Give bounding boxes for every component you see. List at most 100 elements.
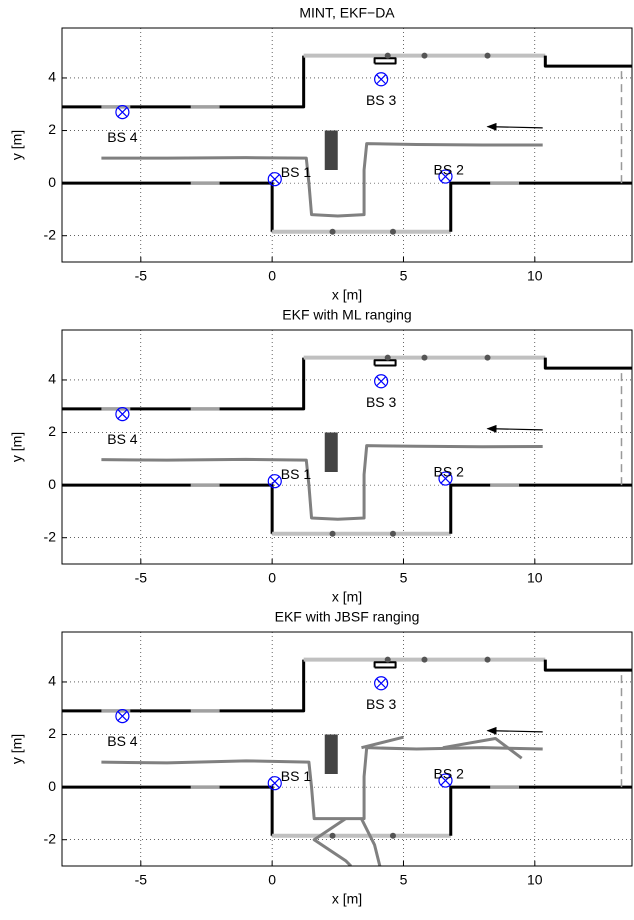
wall [543,659,632,672]
base-station-marker [374,72,389,87]
trajectory [442,736,523,760]
trajectory [360,818,382,866]
plot-area: BS 1 BS 2 BS 3 BS 4 [62,52,632,235]
y-axis-label: y [m] [9,130,25,160]
base-station-marker [374,374,389,389]
plot-area: BS 1 BS 2 BS 3 BS 4 [62,656,632,866]
wall [62,785,274,836]
x-axis-label: x [m] [332,891,362,907]
landmark [329,832,336,839]
y-tick-label: 4 [48,371,56,387]
base-station-label: BS 3 [366,92,397,108]
y-axis-label: y [m] [9,734,25,764]
y-axis-label: y [m] [9,432,25,462]
base-station: BS 4 [107,709,138,749]
base-station-cross [117,107,128,118]
base-station-marker [115,709,130,724]
wall [449,785,632,836]
wall [543,357,632,370]
base-station: BS 4 [107,105,138,145]
base-station-cross [269,778,280,789]
wall [449,483,632,534]
subplot: EKF with JBSF ranging x [m] y [m] -5 0 5 10 -2 0… [9,609,633,907]
base-station: BS 2 [434,765,465,788]
x-tick-label: -5 [135,872,148,888]
wall [543,55,632,68]
x-axis-label: x [m] [332,589,362,605]
trajectory [101,746,543,821]
x-tick-label: 5 [400,570,408,586]
base-station-label: BS 1 [281,768,312,784]
y-tick-label: 0 [48,174,56,190]
wall [62,659,306,713]
y-tick-label: -2 [44,830,57,846]
wall [62,181,274,232]
base-station: BS 4 [107,407,138,447]
landmark [421,656,428,663]
landmark [421,354,428,361]
landmark [484,354,491,361]
x-tick-label: 5 [400,268,408,284]
base-station-cross [117,711,128,722]
x-tick-label: 10 [527,268,543,284]
landmark [329,228,336,235]
y-tick-label: 0 [48,778,56,794]
base-station-marker [438,471,453,486]
x-tick-label: 0 [268,268,276,284]
landmark [389,228,396,235]
base-station-label: BS 1 [281,164,312,180]
base-station-marker [374,676,389,691]
x-tick-label: 5 [400,872,408,888]
y-tick-label: -2 [44,528,57,544]
y-tick-label: 2 [48,423,56,439]
base-station-marker [267,474,282,489]
wall [62,483,274,534]
base-station: BS 1 [267,466,312,489]
base-station-cross [376,678,387,689]
landmark [384,354,391,361]
wall [62,357,306,411]
base-station-label: BS 4 [107,129,138,145]
x-tick-label: -5 [135,268,148,284]
base-station: BS 2 [434,161,465,184]
y-tick-label: 2 [48,121,56,137]
y-tick-label: 4 [48,673,56,689]
base-station: BS 3 [366,676,397,712]
base-station-cross [269,476,280,487]
base-station-label: BS 3 [366,394,397,410]
arrow [486,122,543,131]
wall [449,181,632,232]
base-station-cross [269,174,280,185]
landmark [421,52,428,59]
plot-frame [61,631,633,867]
base-station-marker [115,407,130,422]
landmark [389,832,396,839]
base-station: BS 1 [267,768,312,791]
base-station-label: BS 2 [434,161,465,177]
x-tick-label: 0 [268,570,276,586]
arrow [486,726,543,735]
base-station-label: BS 4 [107,431,138,447]
plot-frame [61,329,633,565]
landmark [329,530,336,537]
landmark [484,656,491,663]
trajectory [101,444,543,521]
y-tick-label: 4 [48,69,56,85]
landmark [384,52,391,59]
base-station-cross [440,171,451,182]
base-station-label: BS 4 [107,733,138,749]
trajectory [312,817,353,866]
base-station: BS 2 [434,463,464,486]
base-station-marker [267,172,282,187]
base-station-cross [440,473,451,484]
base-station-marker [267,776,282,791]
wall [373,661,397,669]
chart-title: EKF with JBSF ranging [275,609,420,625]
y-tick-label: 0 [48,476,56,492]
base-station-label: BS 2 [434,765,465,781]
base-station-label: BS 1 [281,466,312,482]
x-tick-label: 10 [527,570,543,586]
landmark [384,656,391,663]
